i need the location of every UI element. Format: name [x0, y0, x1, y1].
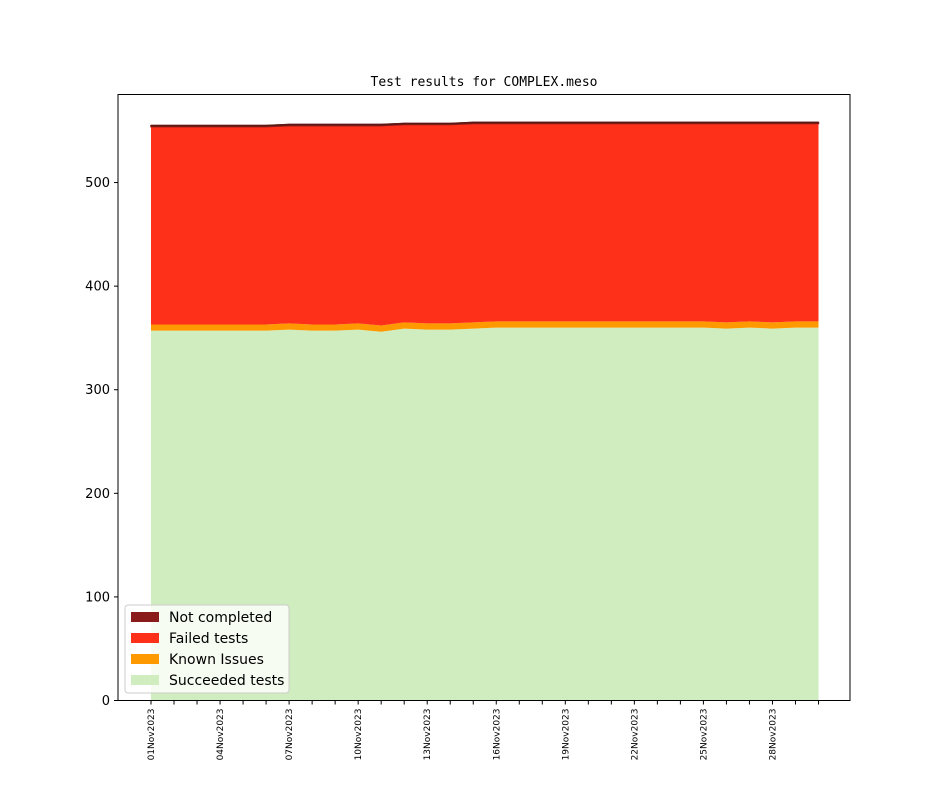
- x-tick-label: 13Nov2023: [423, 709, 433, 761]
- plot-frame: [117, 94, 851, 701]
- total-edge-line: [151, 121, 819, 127]
- area-known-issues: [151, 321, 819, 332]
- x-tick-label: 22Nov2023: [630, 709, 640, 761]
- x-tick-label: 16Nov2023: [492, 709, 502, 761]
- legend-swatch: [131, 612, 159, 622]
- legend-swatch: [131, 675, 159, 685]
- legend-label: Known Issues: [169, 652, 264, 668]
- legend-label: Not completed: [169, 610, 272, 626]
- y-tick-label: 0: [102, 694, 110, 709]
- legend-label: Failed tests: [169, 631, 248, 647]
- y-tick-label: 100: [85, 590, 110, 605]
- x-axis: 01Nov2023 04Nov2023 07Nov2023 10Nov2023 13No…: [147, 700, 819, 761]
- area-series-group: [150, 121, 820, 701]
- y-axis: 0 100 200 300 400 500: [85, 176, 118, 709]
- area-succeeded-tests: [151, 327, 819, 701]
- x-tick-label: 28Nov2023: [768, 709, 778, 761]
- legend-label: Succeeded tests: [169, 673, 284, 689]
- y-tick-label: 200: [85, 487, 110, 502]
- y-tick-label: 500: [85, 176, 110, 191]
- x-tick-label: 25Nov2023: [699, 709, 709, 761]
- y-tick-label: 300: [85, 383, 110, 398]
- legend: Not completed Failed tests Known Issues Suc…: [124, 604, 290, 694]
- legend-swatch: [131, 654, 159, 664]
- x-tick-label: 01Nov2023: [147, 709, 157, 761]
- x-tick-label: 10Nov2023: [354, 709, 364, 761]
- legend-swatch: [131, 633, 159, 643]
- chart-title: Test results for COMPLEX.meso: [371, 75, 598, 90]
- y-tick-label: 400: [85, 280, 110, 295]
- x-tick-label: 07Nov2023: [285, 709, 295, 761]
- x-tick-label: 04Nov2023: [216, 709, 226, 761]
- area-failed-tests: [151, 123, 819, 326]
- x-tick-label: 19Nov2023: [561, 709, 571, 761]
- legend-box: [124, 604, 290, 694]
